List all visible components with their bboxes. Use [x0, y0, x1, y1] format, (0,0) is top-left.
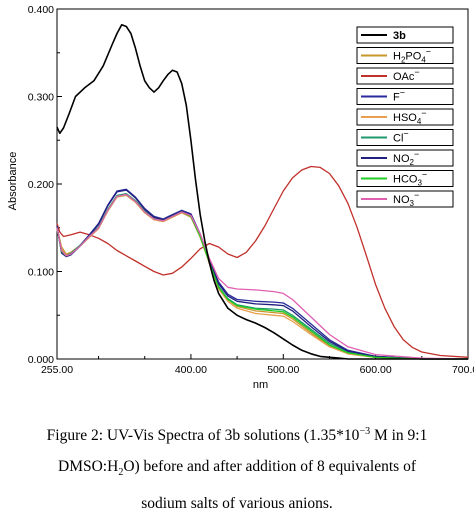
- series-line-0: [56, 23, 468, 360]
- series-line-8: [56, 193, 469, 360]
- legend-label: Cl−: [393, 129, 409, 145]
- legend-label: OAc−: [393, 67, 420, 83]
- legend-label: H2PO4−: [393, 47, 431, 65]
- legend-entry-box: [356, 67, 454, 85]
- legend-entry-box: [356, 88, 454, 105]
- series-line-6: [56, 189, 468, 360]
- caption-line-1: Figure 2: UV-Vis Spectra of 3b solutions…: [46, 426, 428, 445]
- series-line-3: [56, 188, 468, 360]
- legend-label: HCO3−: [393, 170, 427, 188]
- uv-vis-chart: 255.00 400.00 500.00 600.00 700.00 0.000 0.100…: [7, 4, 474, 391]
- y-tick-label: 0.300: [28, 92, 54, 104]
- y-tick-label: 0.200: [28, 179, 54, 191]
- x-tick-label: 400.00: [175, 364, 207, 376]
- y-axis-title: Absorbance: [7, 152, 19, 211]
- series-line-1: [56, 193, 468, 360]
- series-line-2: [56, 165, 469, 358]
- x-axis-title: nm: [253, 379, 268, 391]
- legend-label: F−: [393, 88, 405, 104]
- legend-label: 3b: [393, 30, 406, 42]
- figure-caption: Figure 2: UV-Vis Spectra of 3b solutions…: [0, 416, 474, 519]
- x-tick-label: 700.00: [452, 364, 474, 376]
- legend-entry-box: [356, 190, 454, 208]
- legend-entry-box: [356, 170, 454, 187]
- y-tick-label: 0.000: [28, 354, 54, 366]
- legend-entry-box: [356, 47, 454, 64]
- caption-line-2: DMSO:H2O) before and after addition of 8…: [58, 458, 416, 479]
- legend-entry-box: [356, 26, 454, 44]
- legend-label: NO2−: [393, 149, 419, 167]
- series-line-4: [56, 194, 468, 360]
- x-tick-label: 600.00: [360, 364, 392, 376]
- legend-entry-box: [356, 129, 454, 146]
- y-tick-label: 0.400: [28, 4, 54, 16]
- legend-entry-box: [356, 149, 454, 167]
- figure: 255.00 400.00 500.00 600.00 700.00 0.000 0.100…: [7, 4, 474, 512]
- y-tick-label: 0.100: [28, 267, 54, 279]
- series-line-5: [56, 192, 468, 360]
- x-tick-label: 500.00: [267, 364, 299, 376]
- x-tick-label: 255.00: [41, 364, 73, 376]
- caption-line-3: sodium salts of various anions.: [141, 495, 333, 513]
- legend-entry-box: [356, 108, 454, 126]
- legend-label: HSO4−: [393, 108, 427, 126]
- series-line-7: [56, 193, 468, 360]
- legend-label: NO3−: [393, 190, 419, 208]
